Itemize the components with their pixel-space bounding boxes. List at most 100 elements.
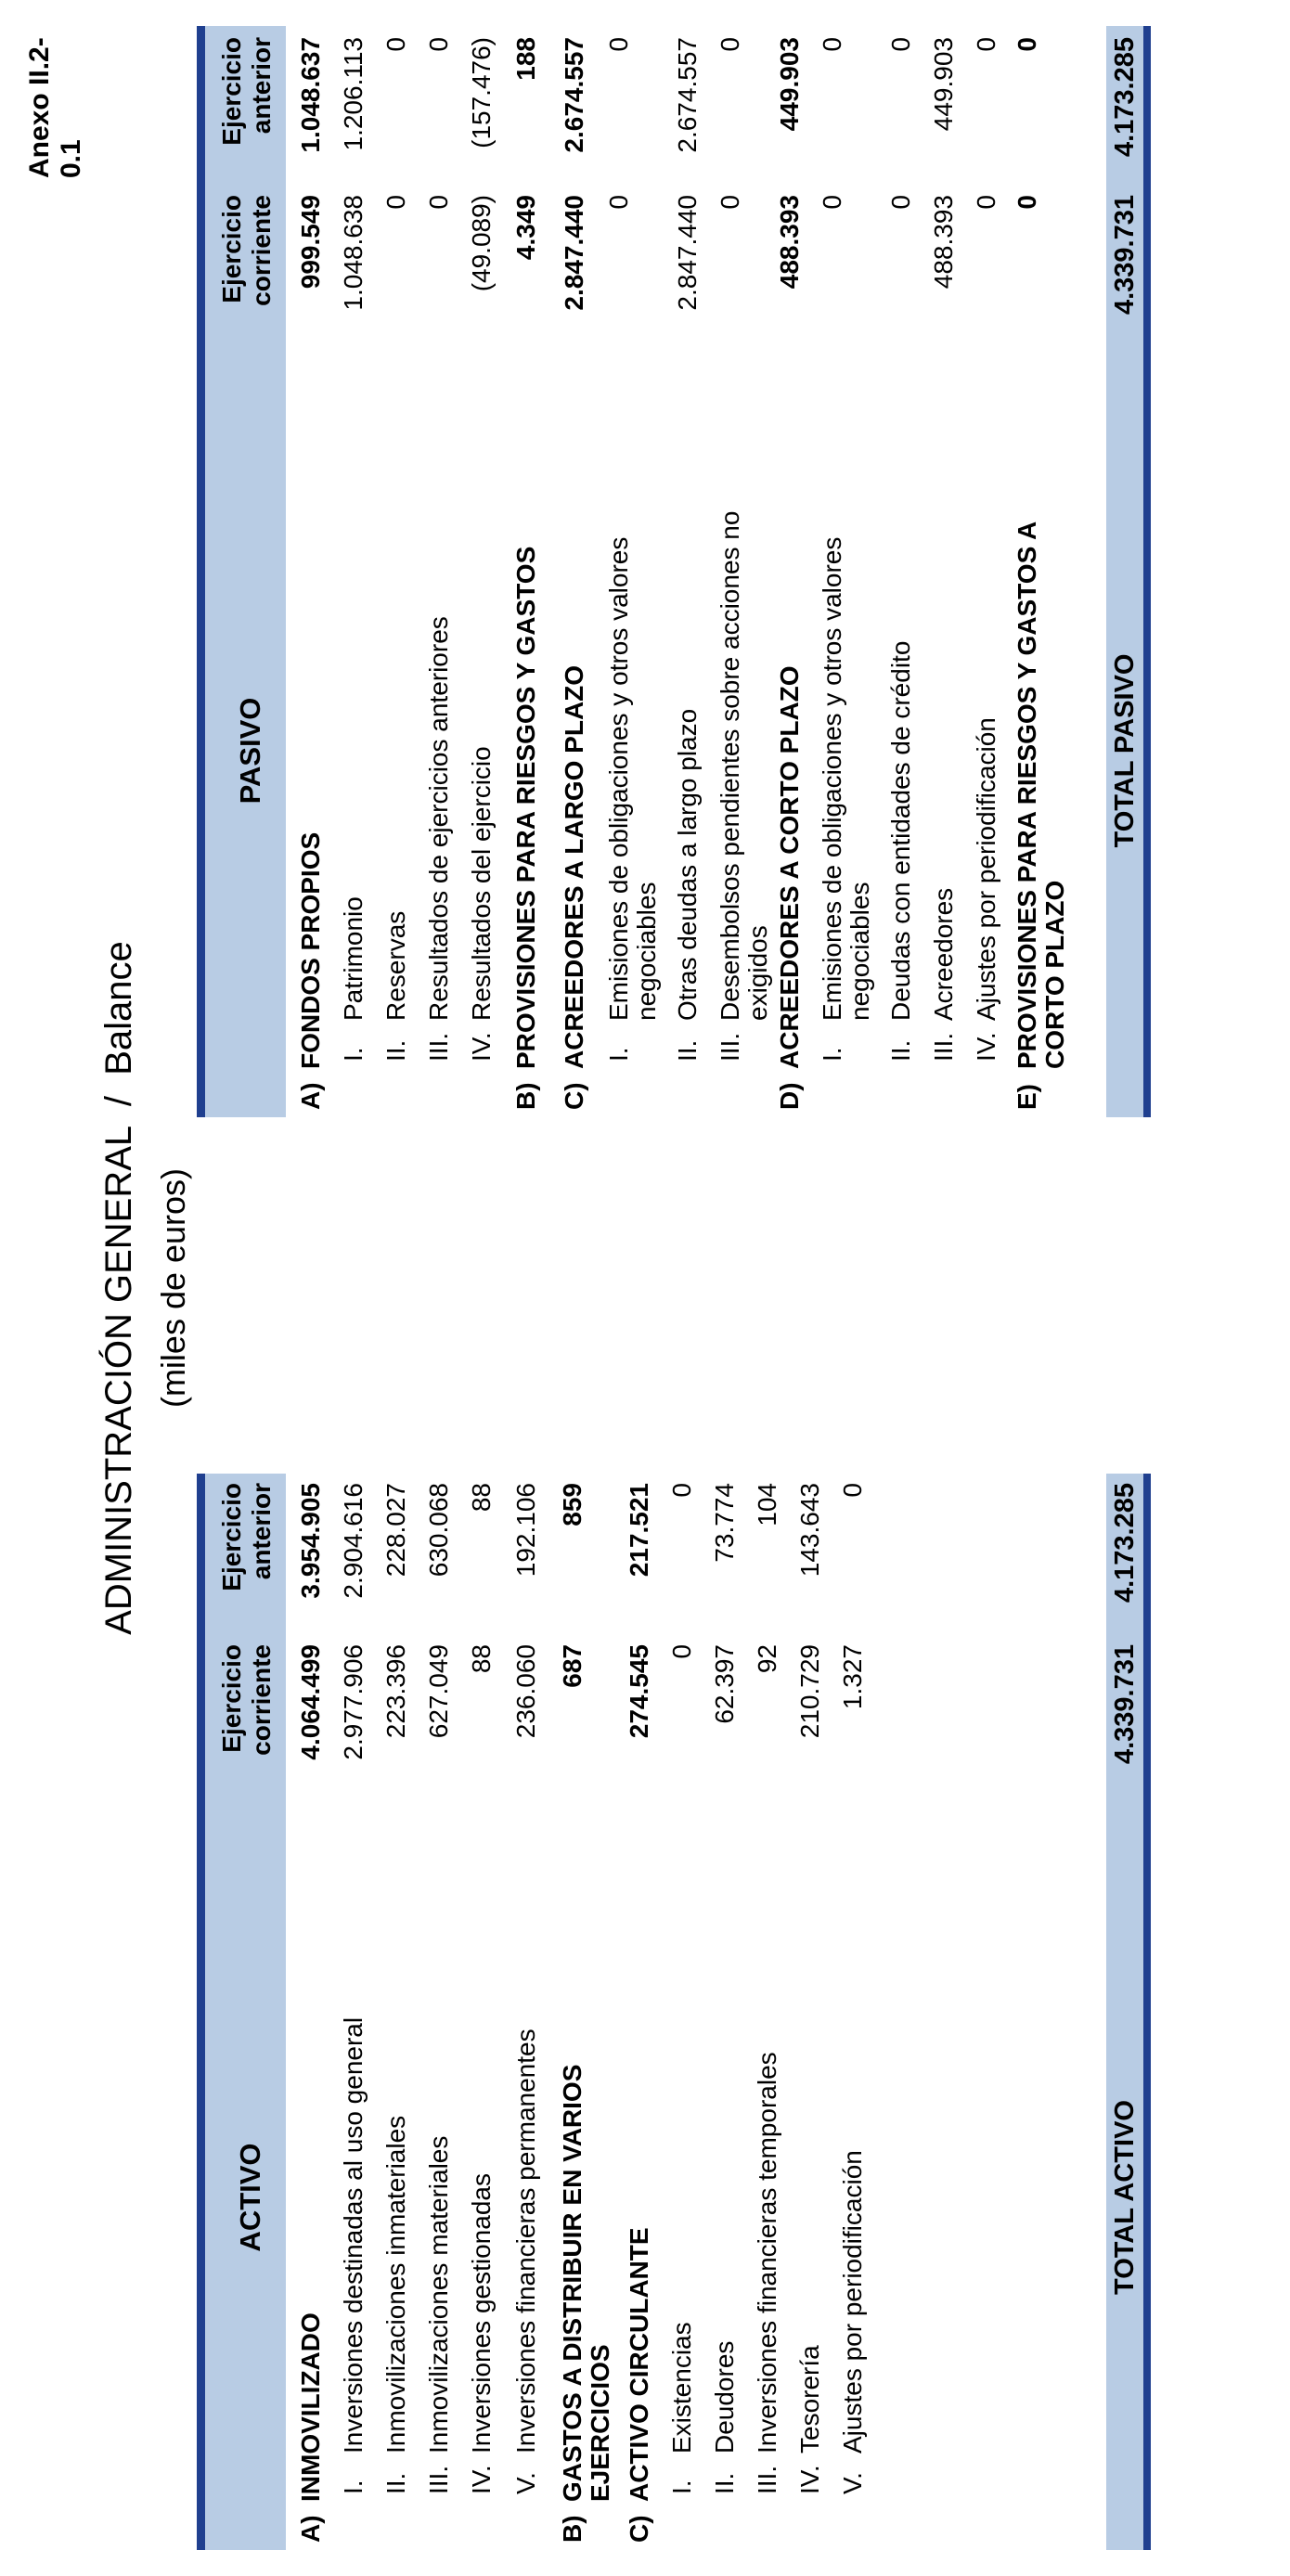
pasivo-row-label-line1: FONDOS PROPIOS	[296, 831, 325, 1069]
activo-row-label-line1: Inversiones financieras temporales	[753, 2052, 781, 2454]
pasivo-row-value-previous: 1.206.113	[339, 37, 368, 151]
pasivo-row-value-previous: 0	[381, 37, 410, 52]
pasivo-row-value-current: 0	[972, 195, 1000, 210]
pasivo-row-label-line1: Deudas con entidades de crédito	[886, 640, 915, 1021]
activo-row-roman: IV.	[795, 2465, 824, 2494]
pasivo-row-value-previous: 449.903	[775, 37, 804, 132]
page-title: ADMINISTRACIÓN GENERAL / Balance	[98, 941, 139, 1635]
pasivo-row-value-current: 1.048.638	[339, 195, 368, 311]
activo-row-label-line1: Inversiones financieras permanentes	[511, 2029, 540, 2454]
activo-row-value-previous: 859	[558, 1483, 587, 1526]
pasivo-row-label-line1: Resultados de ejercicios anteriores	[424, 616, 453, 1021]
activo-row-value-previous: 217.521	[625, 1483, 653, 1578]
activo-row-value-current: 1.327	[838, 1644, 867, 1710]
pasivo-row-roman: II.	[673, 1039, 702, 1062]
pasivo-row-label-line1: Emisiones de obligaciones y otros valore…	[818, 536, 846, 1021]
activo-row-label-line1: GASTOS A DISTRIBUIR EN VARIOS	[558, 2064, 587, 2502]
pasivo-row-value-previous: 2.674.557	[673, 37, 702, 153]
activo-row-label: Inversiones destinadas al uso general	[339, 1804, 368, 2454]
activo-row-label: Tesorería	[795, 1804, 824, 2454]
pasivo-row-label: Otras deudas a largo plazo	[673, 316, 702, 1021]
pasivo-row-label: Deudas con entidades de crédito	[886, 316, 915, 1021]
pasivo-row-label-line1: PROVISIONES PARA RIESGOS Y GASTOS A	[1013, 521, 1041, 1069]
activo-header-bar	[197, 1474, 205, 2550]
activo-row-roman: III.	[424, 2465, 453, 2494]
pasivo-row-label: Patrimonio	[339, 316, 368, 1021]
pasivo-row-value-current: 0	[381, 195, 410, 210]
activo-row-label-line1: ACTIVO CIRCULANTE	[625, 2227, 653, 2502]
pasivo-row-label-line1: PROVISIONES PARA RIESGOS Y GASTOS	[511, 546, 540, 1069]
activo-col2-header: Ejercicio anterior	[217, 1483, 277, 1644]
pasivo-bottom-bar	[1143, 26, 1151, 1117]
pasivo-col2-line1: Ejercicio	[217, 37, 246, 146]
pasivo-row-value-previous: 449.903	[929, 37, 958, 132]
pasivo-row-label-line1: ACREEDORES A LARGO PLAZO	[560, 664, 588, 1069]
activo-row-value-current: 687	[558, 1644, 587, 1688]
activo-row-label: Ajustes por periodificación	[838, 1804, 867, 2454]
activo-row-letter: B)	[558, 2515, 587, 2543]
pasivo-col2-header: Ejercicio anterior	[217, 37, 277, 195]
activo-row-roman: I.	[339, 2479, 368, 2494]
pasivo-total-v1: 4.339.731	[1110, 195, 1140, 316]
pasivo-row-label-line2: negociables	[632, 882, 661, 1021]
pasivo-row-roman: IV.	[972, 1032, 1000, 1062]
pasivo-row-value-current: 999.549	[296, 195, 325, 290]
activo-row-label-line1: Inmovilizaciones inmateriales	[381, 2115, 410, 2454]
pasivo-row-label-line1: ACREEDORES A CORTO PLAZO	[775, 665, 804, 1069]
activo-row-label-line1: Inversiones destinadas al uso general	[339, 2016, 368, 2454]
activo-row-label: Inversiones gestionadas	[467, 1804, 496, 2454]
pasivo-total-label: TOTAL PASIVO	[1110, 653, 1140, 848]
pasivo-row-value-previous: 0	[604, 37, 633, 52]
pasivo-row-roman: II.	[381, 1039, 410, 1062]
activo-row-value-current: 2.977.906	[339, 1644, 368, 1760]
pasivo-row-label: Ajustes por periodificación	[972, 316, 1000, 1021]
activo-row-value-previous: 88	[467, 1483, 496, 1513]
pasivo-row-label: Resultados de ejercicios anteriores	[424, 316, 453, 1021]
pasivo-col1-line1: Ejercicio	[217, 195, 246, 303]
pasivo-row-label: ACREEDORES A CORTO PLAZO	[775, 364, 804, 1069]
activo-row-label-line1: Ajustes por periodificación	[838, 2150, 867, 2454]
activo-row-value-previous: 2.904.616	[339, 1483, 368, 1599]
pasivo-row-label-line1: Ajustes por periodificación	[972, 717, 1000, 1021]
activo-col1-line2: corriente	[247, 1644, 276, 1756]
activo-row-label-line1: Existencias	[667, 2322, 696, 2454]
pasivo-row-value-current: 2.847.440	[560, 195, 588, 311]
activo-row-label: Inmovilizaciones inmateriales	[381, 1804, 410, 2454]
activo-col1-line1: Ejercicio	[217, 1644, 246, 1753]
pasivo-header: PASIVO Ejercicio corriente Ejercicio ant…	[197, 26, 286, 1117]
activo-row-value-current: 274.545	[625, 1644, 653, 1739]
activo-col2-line1: Ejercicio	[217, 1483, 246, 1591]
activo-col1-header: Ejercicio corriente	[217, 1644, 277, 1845]
pasivo-header-title: PASIVO	[234, 697, 266, 805]
activo-header-title: ACTIVO	[234, 2143, 266, 2252]
activo-row-label: INMOVILIZADO	[296, 1852, 325, 2502]
pasivo-row-value-current: 488.393	[929, 195, 958, 290]
pasivo-row-letter: C)	[560, 1082, 588, 1110]
activo-row-value-previous: 143.643	[795, 1483, 824, 1578]
activo-row-label: GASTOS A DISTRIBUIR EN VARIOS EJERCICIOS	[558, 1852, 614, 2502]
pasivo-row-value-previous: (157.476)	[467, 37, 496, 148]
pasivo-row-value-previous: 0	[818, 37, 846, 52]
activo-row-label-line1: Deudores	[710, 2340, 739, 2454]
activo-row-label: Deudores	[710, 1804, 739, 2454]
pasivo-row-label: PROVISIONES PARA RIESGOS Y GASTOS	[511, 364, 540, 1069]
pasivo-row-label-line1: Otras deudas a largo plazo	[673, 708, 702, 1021]
pasivo-row-value-current: 0	[886, 195, 915, 210]
activo-row-value-current: 627.049	[424, 1644, 453, 1739]
pasivo-row-roman: I.	[604, 1047, 633, 1062]
activo-row-roman: II.	[381, 2472, 410, 2494]
activo-table: ACTIVO Ejercicio corriente Ejercicio ant…	[197, 1474, 1162, 2550]
pasivo-row-label-line2: CORTO PLAZO	[1040, 880, 1069, 1069]
activo-row-value-current: 0	[667, 1644, 696, 1659]
activo-row-letter: C)	[625, 2515, 653, 2543]
pasivo-row-label: Resultados del ejercicio	[467, 316, 496, 1021]
pasivo-row-letter: D)	[775, 1082, 804, 1110]
pasivo-total-v2: 4.173.285	[1110, 37, 1140, 158]
activo-row-label: Inmovilizaciones materiales	[424, 1804, 453, 2454]
activo-row-roman: II.	[710, 2472, 739, 2494]
pasivo-row-roman: III.	[424, 1032, 453, 1062]
pasivo-row-roman: III.	[929, 1032, 958, 1062]
pasivo-row-label: Desembolsos pendientes sobre acciones no…	[716, 316, 772, 1021]
activo-row-value-previous: 192.106	[511, 1483, 540, 1578]
pasivo-row-label: Reservas	[381, 316, 410, 1021]
